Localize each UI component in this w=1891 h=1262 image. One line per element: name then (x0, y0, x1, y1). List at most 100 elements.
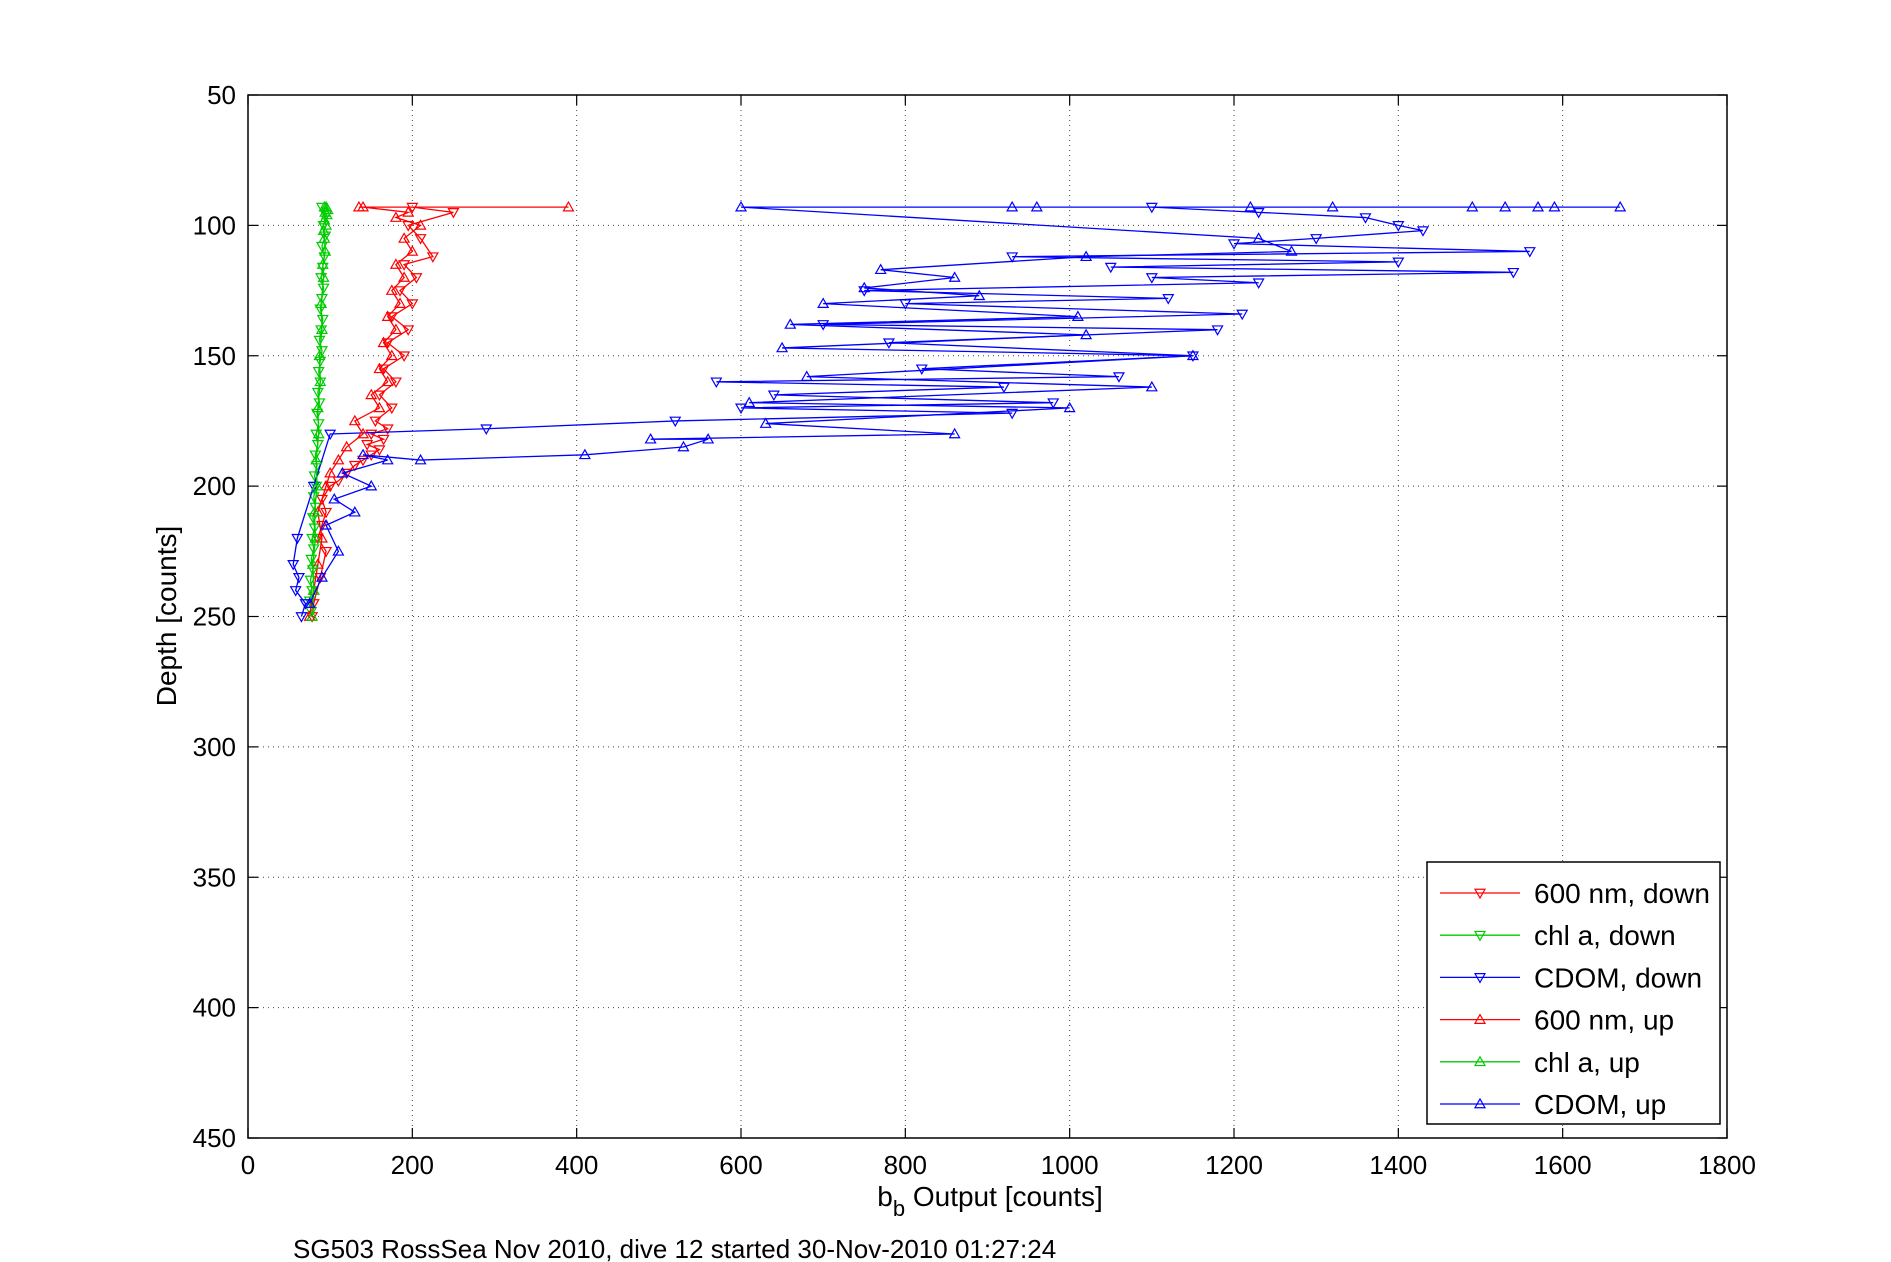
series-1 (303, 202, 333, 618)
data-point (702, 432, 715, 444)
data-point (313, 335, 326, 347)
series-5 (303, 200, 1627, 608)
data-point (315, 323, 328, 335)
data-point (311, 401, 324, 413)
data-point (1499, 200, 1512, 212)
data-point (319, 206, 332, 217)
data-point (340, 440, 353, 452)
data-point (381, 453, 394, 465)
data-point (308, 505, 321, 517)
series-line (311, 206, 329, 617)
data-point (1244, 200, 1257, 212)
figure-caption: SG503 RossSea Nov 2010, dive 12 started … (293, 1234, 1056, 1262)
data-point (1186, 349, 1199, 361)
data-point (316, 258, 329, 269)
series-line (309, 206, 1621, 604)
series-3 (303, 200, 575, 621)
data-point (365, 479, 378, 491)
data-point (356, 448, 370, 460)
data-point (480, 424, 493, 435)
data-point (324, 481, 337, 493)
data-point (1392, 257, 1405, 269)
data-point (874, 263, 887, 275)
data-point (1326, 200, 1339, 212)
data-point (915, 364, 928, 375)
data-point (973, 289, 986, 301)
data-point (426, 252, 439, 263)
data-point (1507, 267, 1520, 279)
data-point (306, 513, 319, 524)
data-point (318, 200, 331, 212)
data-point (306, 610, 319, 621)
data-point (1063, 401, 1076, 413)
x-axis-label-b: b (877, 1181, 893, 1212)
data-point (1523, 247, 1536, 258)
data-point (317, 224, 330, 235)
data-point (402, 325, 415, 336)
x-tick-label: 1200 (1205, 1150, 1263, 1180)
data-point (377, 434, 390, 446)
data-point (315, 297, 328, 308)
legend-items: 600 nm, down chl a, down CDOM, down 600 nm,… (1440, 878, 1710, 1120)
data-point (348, 414, 361, 426)
data-point (320, 219, 333, 230)
legend-marker (1473, 1013, 1487, 1024)
data-point (1211, 325, 1224, 336)
x-axis-label-subscript: b (893, 1196, 905, 1221)
data-point (303, 597, 316, 608)
x-tick-label: 800 (884, 1150, 927, 1180)
data-point (324, 429, 337, 441)
data-point (1252, 207, 1265, 219)
data-point (313, 349, 326, 361)
data-point (1080, 250, 1093, 262)
data-point (743, 396, 756, 408)
data-point (1614, 200, 1627, 212)
data-point (398, 260, 411, 271)
data-point (677, 440, 690, 452)
x-axis-label: bb Output [counts] (877, 1181, 1103, 1221)
data-point (389, 258, 402, 269)
data-point (1071, 310, 1084, 321)
data-point (317, 271, 330, 282)
y-tick-label: 450 (193, 1123, 236, 1153)
data-point (1310, 234, 1323, 245)
data-point (784, 318, 797, 329)
data-point (332, 545, 345, 556)
x-tick-label: 1000 (1041, 1150, 1099, 1180)
data-point (393, 286, 407, 297)
data-point (320, 507, 333, 519)
y-axis-label: Depth [counts] (151, 526, 182, 707)
data-point (377, 336, 390, 348)
data-point (562, 200, 575, 212)
x-tick-label: 1400 (1369, 1150, 1427, 1180)
y-tick-label: 200 (193, 471, 236, 501)
data-point (310, 479, 324, 491)
data-point (365, 429, 378, 441)
data-point (1285, 245, 1298, 256)
data-point (306, 558, 319, 569)
data-point (1047, 398, 1060, 409)
data-point (389, 211, 402, 222)
series-4 (306, 200, 334, 621)
data-point (1227, 239, 1241, 250)
data-point (315, 571, 328, 582)
x-tick-label: 600 (719, 1150, 762, 1180)
data-point (1006, 200, 1019, 212)
data-point (385, 284, 398, 295)
data-point (389, 377, 402, 389)
data-point (948, 271, 961, 282)
legend-label: CDOM, up (1534, 1089, 1666, 1120)
data-point (734, 403, 748, 415)
y-tick-label: 250 (193, 602, 236, 632)
data-point (398, 271, 411, 282)
data-point (1030, 200, 1043, 212)
data-point (289, 586, 302, 597)
data-point (316, 314, 329, 326)
data-point (306, 586, 319, 597)
legend-marker (1473, 888, 1487, 900)
data-point (410, 273, 423, 284)
data-point (320, 546, 333, 558)
data-point (291, 533, 304, 545)
data-point (318, 232, 331, 243)
